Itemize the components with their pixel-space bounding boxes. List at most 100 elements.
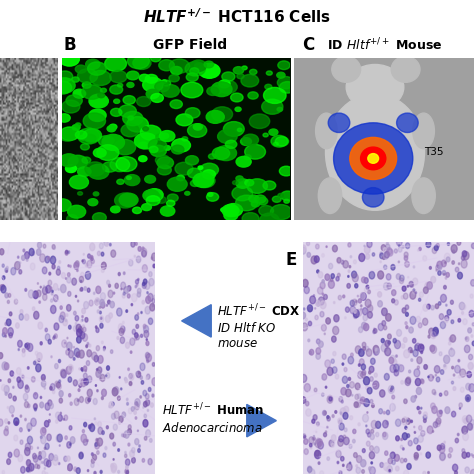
Circle shape <box>45 420 49 427</box>
Circle shape <box>36 249 41 255</box>
Circle shape <box>142 301 145 304</box>
Circle shape <box>386 314 391 321</box>
Circle shape <box>151 257 153 259</box>
Circle shape <box>438 301 441 305</box>
Circle shape <box>359 359 364 365</box>
Circle shape <box>74 398 79 405</box>
Circle shape <box>332 56 361 82</box>
Circle shape <box>127 398 128 401</box>
Circle shape <box>98 367 102 373</box>
Circle shape <box>68 155 88 169</box>
Circle shape <box>147 410 148 411</box>
Circle shape <box>341 400 343 403</box>
Circle shape <box>315 451 319 456</box>
Circle shape <box>427 426 433 434</box>
Circle shape <box>100 470 102 474</box>
Circle shape <box>383 265 387 269</box>
Circle shape <box>76 324 81 332</box>
Circle shape <box>19 314 23 320</box>
Circle shape <box>284 199 290 203</box>
Circle shape <box>436 377 440 382</box>
Circle shape <box>388 334 392 339</box>
Circle shape <box>304 449 308 455</box>
Circle shape <box>355 283 358 288</box>
Circle shape <box>131 303 133 306</box>
Circle shape <box>88 164 109 179</box>
Circle shape <box>41 381 46 387</box>
Circle shape <box>190 60 206 72</box>
Circle shape <box>13 376 15 378</box>
Circle shape <box>452 250 455 253</box>
Circle shape <box>143 190 159 201</box>
Circle shape <box>109 284 110 287</box>
Circle shape <box>101 268 104 273</box>
Circle shape <box>365 246 370 254</box>
Circle shape <box>327 395 333 403</box>
Circle shape <box>0 419 3 426</box>
Circle shape <box>307 253 310 257</box>
Circle shape <box>112 388 118 396</box>
Circle shape <box>68 468 69 470</box>
Ellipse shape <box>412 178 435 213</box>
Circle shape <box>72 157 84 166</box>
Circle shape <box>152 363 155 366</box>
Circle shape <box>332 415 334 418</box>
Circle shape <box>314 388 317 392</box>
Circle shape <box>149 146 158 153</box>
Circle shape <box>317 270 319 273</box>
Circle shape <box>89 425 91 428</box>
Circle shape <box>60 312 65 319</box>
Circle shape <box>98 421 101 427</box>
Circle shape <box>136 335 139 340</box>
Circle shape <box>472 341 474 346</box>
Circle shape <box>329 397 332 401</box>
Circle shape <box>111 413 116 419</box>
Circle shape <box>348 243 351 247</box>
Circle shape <box>142 283 146 289</box>
Circle shape <box>428 328 434 336</box>
Circle shape <box>369 366 374 373</box>
Circle shape <box>78 191 82 195</box>
Circle shape <box>389 469 391 472</box>
Circle shape <box>447 243 449 246</box>
Circle shape <box>222 81 230 86</box>
Circle shape <box>416 316 420 322</box>
Circle shape <box>346 307 349 312</box>
Circle shape <box>106 244 108 246</box>
Circle shape <box>91 258 93 260</box>
Circle shape <box>259 206 273 216</box>
Circle shape <box>52 245 55 249</box>
Circle shape <box>314 256 319 263</box>
Circle shape <box>245 145 265 159</box>
Circle shape <box>367 387 372 394</box>
Circle shape <box>310 349 314 355</box>
Circle shape <box>415 395 417 398</box>
Circle shape <box>46 334 50 341</box>
Circle shape <box>399 245 400 246</box>
Circle shape <box>49 272 51 275</box>
Circle shape <box>61 370 66 378</box>
Circle shape <box>315 300 320 306</box>
Circle shape <box>343 261 348 268</box>
Circle shape <box>94 472 96 474</box>
Circle shape <box>40 396 42 399</box>
Circle shape <box>148 139 167 152</box>
Circle shape <box>451 320 454 324</box>
Circle shape <box>279 166 293 176</box>
Circle shape <box>2 264 4 267</box>
Circle shape <box>451 245 457 253</box>
Circle shape <box>222 72 235 81</box>
Circle shape <box>177 175 184 181</box>
Circle shape <box>444 365 446 367</box>
Circle shape <box>46 285 51 293</box>
Circle shape <box>341 260 344 264</box>
Circle shape <box>40 254 45 262</box>
Circle shape <box>95 300 98 304</box>
Circle shape <box>472 243 474 248</box>
Circle shape <box>370 400 373 403</box>
Circle shape <box>277 108 283 111</box>
Circle shape <box>86 361 90 365</box>
Circle shape <box>245 180 254 186</box>
Circle shape <box>54 78 75 93</box>
Circle shape <box>0 353 3 359</box>
